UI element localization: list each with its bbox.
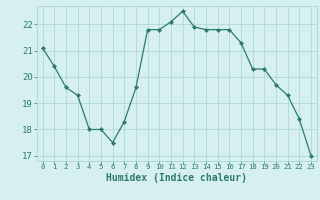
X-axis label: Humidex (Indice chaleur): Humidex (Indice chaleur) [106,173,247,183]
